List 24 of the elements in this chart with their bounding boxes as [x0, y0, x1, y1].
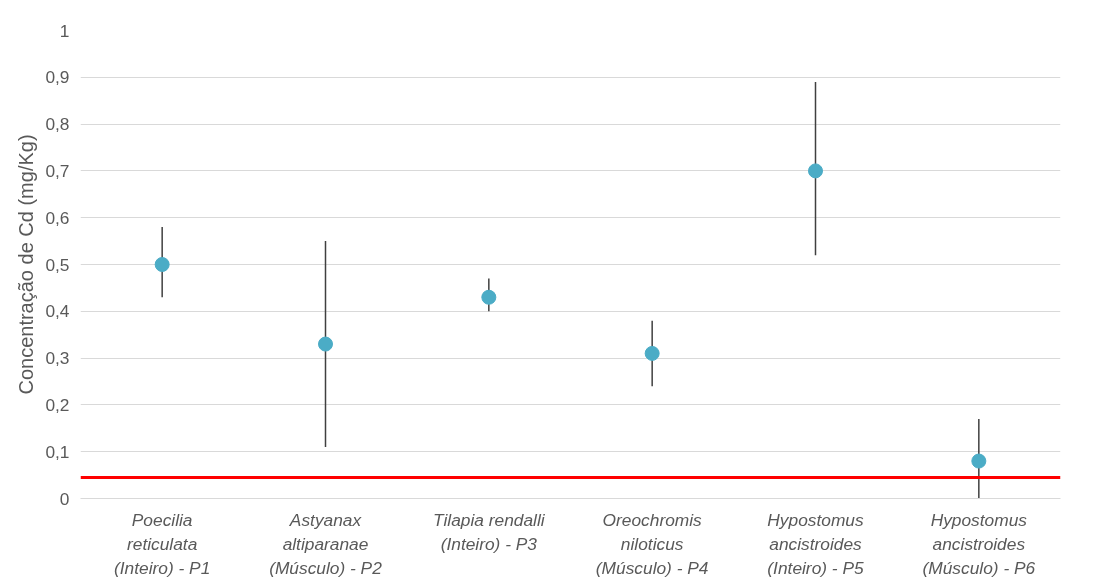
point [971, 453, 987, 469]
x-tick-label: Astyanax altiparanae (Músculo) - P2 [269, 509, 383, 578]
y-tick-label: 0,9 [45, 67, 70, 88]
point [644, 345, 660, 361]
point [154, 257, 170, 272]
y-tick-label: 0,8 [45, 114, 70, 135]
point [808, 163, 823, 179]
y-tick-label: 0,6 [45, 207, 70, 228]
x-tick-label: Hypostomus ancistroides (Músculo) - P6 [922, 509, 1036, 578]
y-tick-label: 0,3 [45, 348, 70, 369]
x-tick-label: Tilapia rendalli (Inteiro) - P3 [433, 509, 546, 554]
point [318, 336, 333, 352]
y-tick-label: 0,7 [45, 160, 70, 181]
x-tick-label: Oreochromis niloticus (Músculo) - P4 [595, 509, 709, 578]
y-tick-label: 0,4 [45, 301, 70, 322]
y-tick-label: 0,5 [45, 254, 70, 275]
x-tick-label: Poecilia reticulata (Inteiro) - P1 [114, 509, 211, 578]
point [481, 289, 497, 305]
y-tick-label: 0 [59, 488, 70, 509]
y-tick-label: 0,1 [45, 441, 70, 462]
y-tick-label: 1 [59, 20, 70, 41]
x-tick-label: Hypostomus ancistroides (Inteiro) - P5 [767, 509, 865, 578]
y-axis-title: Concentração de Cd (mg/Kg) [15, 134, 38, 395]
y-tick-label: 0,2 [45, 394, 70, 415]
